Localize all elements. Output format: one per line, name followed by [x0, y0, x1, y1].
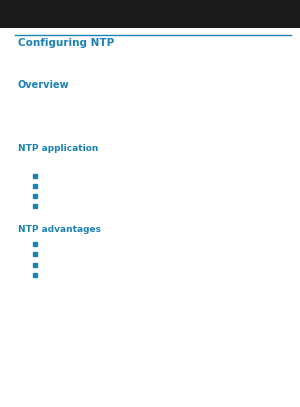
Text: NTP application: NTP application: [18, 144, 98, 153]
Text: Configuring NTP: Configuring NTP: [18, 38, 114, 48]
Text: Overview: Overview: [18, 81, 70, 90]
Bar: [0, 0, 300, 28]
Text: NTP advantages: NTP advantages: [18, 225, 101, 234]
